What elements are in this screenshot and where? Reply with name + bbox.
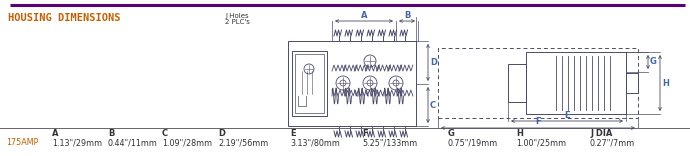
- Text: B: B: [404, 10, 410, 20]
- Text: G: G: [650, 58, 657, 66]
- Text: B: B: [108, 129, 115, 138]
- Text: 175AMP: 175AMP: [6, 138, 39, 147]
- Text: J Holes: J Holes: [225, 13, 248, 19]
- Text: J DIA: J DIA: [590, 129, 613, 138]
- Bar: [626, 73, 638, 93]
- Bar: [438, 48, 638, 118]
- Text: H: H: [516, 129, 523, 138]
- Text: 3.13"/80mm: 3.13"/80mm: [290, 138, 340, 147]
- Text: 1.00"/25mm: 1.00"/25mm: [516, 138, 566, 147]
- Text: A: A: [361, 10, 367, 20]
- Bar: [295, 54, 324, 113]
- Text: HOUSING DIMENSIONS: HOUSING DIMENSIONS: [8, 13, 121, 23]
- Text: H: H: [662, 78, 669, 88]
- Text: A: A: [52, 129, 59, 138]
- Bar: [292, 51, 327, 116]
- Text: E: E: [564, 110, 570, 119]
- Text: E: E: [290, 129, 295, 138]
- Text: 0.75"/19mm: 0.75"/19mm: [448, 138, 498, 147]
- Text: 0.27"/7mm: 0.27"/7mm: [590, 138, 635, 147]
- Text: C: C: [162, 129, 168, 138]
- Text: 0.44"/11mm: 0.44"/11mm: [108, 138, 158, 147]
- Text: C: C: [430, 100, 436, 110]
- Text: D: D: [218, 129, 225, 138]
- Text: 2 PLC's: 2 PLC's: [225, 19, 250, 25]
- Bar: [508, 64, 526, 102]
- Text: 5.25"/133mm: 5.25"/133mm: [362, 138, 417, 147]
- Text: F: F: [362, 129, 368, 138]
- Text: 2.19"/56mm: 2.19"/56mm: [218, 138, 268, 147]
- Bar: [526, 52, 626, 114]
- Text: F: F: [535, 117, 541, 127]
- Bar: [288, 41, 416, 126]
- Text: D: D: [430, 58, 437, 67]
- Text: 1.13"/29mm: 1.13"/29mm: [52, 138, 102, 147]
- Text: 1.09"/28mm: 1.09"/28mm: [162, 138, 212, 147]
- Text: G: G: [448, 129, 455, 138]
